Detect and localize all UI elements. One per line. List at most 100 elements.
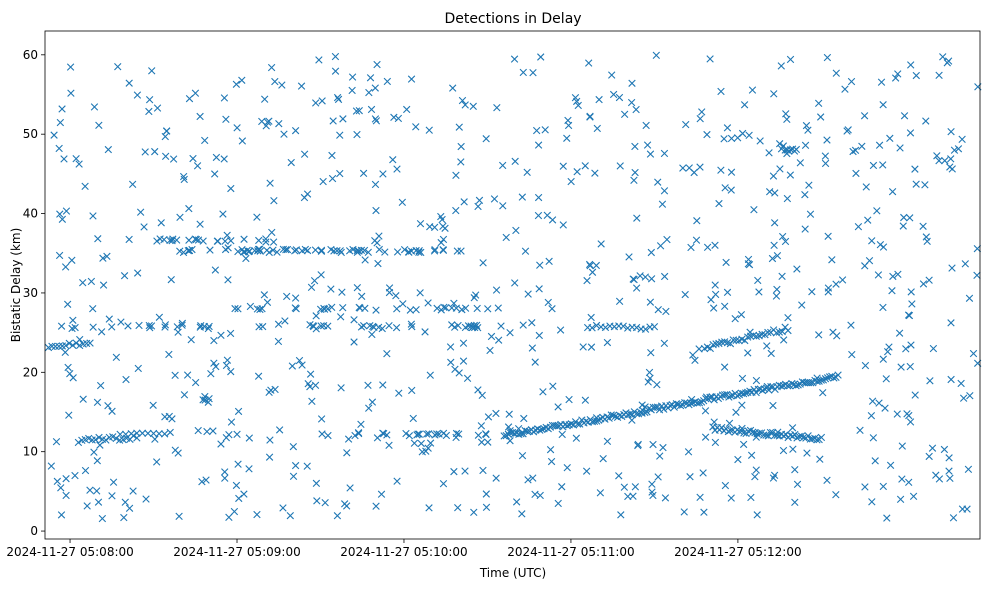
- detection-marker: [564, 116, 572, 125]
- detection-marker: [740, 429, 748, 437]
- detection-marker: [751, 472, 759, 481]
- detection-marker: [947, 155, 955, 163]
- detection-marker: [313, 497, 321, 505]
- detection-marker: [56, 118, 65, 127]
- detection-marker: [385, 322, 393, 330]
- detection-marker: [601, 323, 610, 332]
- detection-marker: [723, 288, 732, 297]
- detection-marker: [752, 332, 761, 340]
- detection-marker: [393, 248, 402, 256]
- detection-marker: [336, 247, 344, 255]
- detection-marker: [407, 75, 416, 83]
- detection-marker: [345, 247, 354, 255]
- detection-marker: [336, 313, 345, 321]
- detection-marker: [597, 240, 605, 248]
- detection-marker: [461, 101, 469, 109]
- detection-marker: [754, 276, 762, 285]
- detection-marker: [686, 473, 694, 481]
- detection-marker: [171, 446, 179, 454]
- detection-marker: [745, 131, 753, 139]
- detection-marker: [371, 84, 379, 92]
- detection-marker: [582, 417, 590, 425]
- detection-marker: [125, 235, 133, 244]
- detection-marker: [79, 395, 87, 403]
- detection-marker: [454, 504, 462, 512]
- detection-marker: [939, 53, 947, 61]
- detection-marker: [634, 440, 642, 449]
- y-axis: 0 10 20 30 40 50 60: [23, 48, 45, 538]
- detection-marker: [531, 358, 539, 366]
- detection-marker: [366, 74, 375, 82]
- detection-marker: [781, 237, 790, 246]
- detection-marker: [193, 162, 202, 170]
- detection-marker: [791, 465, 799, 474]
- detection-marker: [414, 430, 422, 438]
- detection-marker: [295, 356, 304, 365]
- detection-marker: [717, 87, 725, 96]
- detection-marker: [263, 246, 271, 255]
- detection-marker: [62, 207, 71, 215]
- detection-marker: [813, 377, 821, 386]
- detection-marker: [320, 304, 328, 313]
- detection-marker: [333, 246, 341, 255]
- y-tick-label: 40: [23, 207, 38, 221]
- detection-marker: [399, 300, 407, 308]
- detection-marker: [906, 214, 914, 222]
- detection-marker: [321, 498, 329, 507]
- detection-marker: [279, 504, 287, 512]
- detection-marker: [383, 77, 392, 86]
- detection-marker: [534, 211, 543, 220]
- detection-marker: [439, 480, 448, 488]
- detection-marker: [874, 271, 883, 279]
- detection-marker: [262, 122, 270, 130]
- detection-marker: [58, 215, 67, 223]
- detection-marker: [824, 232, 832, 240]
- detection-marker: [478, 391, 486, 399]
- detection-marker: [479, 466, 487, 475]
- detection-marker: [617, 511, 625, 519]
- detection-marker: [209, 427, 217, 435]
- detection-marker: [723, 124, 732, 132]
- detection-marker: [620, 483, 629, 491]
- detection-marker: [727, 494, 735, 502]
- detection-marker: [630, 275, 638, 284]
- detection-marker: [519, 430, 527, 438]
- detection-marker: [157, 219, 165, 227]
- detection-marker: [858, 142, 866, 150]
- detection-marker: [50, 131, 58, 139]
- detection-marker: [64, 363, 72, 372]
- detection-marker: [357, 323, 366, 331]
- detection-marker: [928, 444, 937, 452]
- detection-marker: [715, 199, 723, 208]
- detection-marker: [61, 348, 69, 357]
- detection-marker: [395, 389, 403, 397]
- detection-marker: [55, 251, 64, 260]
- detection-marker: [317, 246, 326, 254]
- detection-marker: [607, 411, 615, 419]
- detection-marker: [554, 403, 562, 411]
- detection-marker: [676, 401, 685, 410]
- detection-marker: [265, 453, 274, 461]
- detection-marker: [687, 243, 695, 252]
- detection-marker: [897, 363, 905, 371]
- detection-marker: [532, 126, 541, 135]
- detection-marker: [424, 430, 433, 438]
- detection-marker: [788, 424, 797, 432]
- detection-marker: [875, 141, 884, 149]
- detection-marker: [654, 178, 662, 186]
- detection-marker: [834, 371, 842, 379]
- detection-marker: [824, 284, 833, 292]
- detection-marker: [660, 405, 668, 413]
- detection-marker: [201, 136, 209, 145]
- detection-marker: [775, 328, 784, 336]
- detection-marker: [535, 285, 543, 293]
- detection-marker: [372, 306, 380, 314]
- detection-marker: [474, 324, 482, 332]
- detection-marker: [911, 391, 919, 399]
- detection-marker: [367, 105, 376, 114]
- detection-marker: [109, 478, 118, 486]
- detection-marker: [372, 502, 380, 510]
- detection-marker: [145, 107, 153, 116]
- detection-marker: [861, 262, 869, 270]
- detection-marker: [912, 71, 920, 80]
